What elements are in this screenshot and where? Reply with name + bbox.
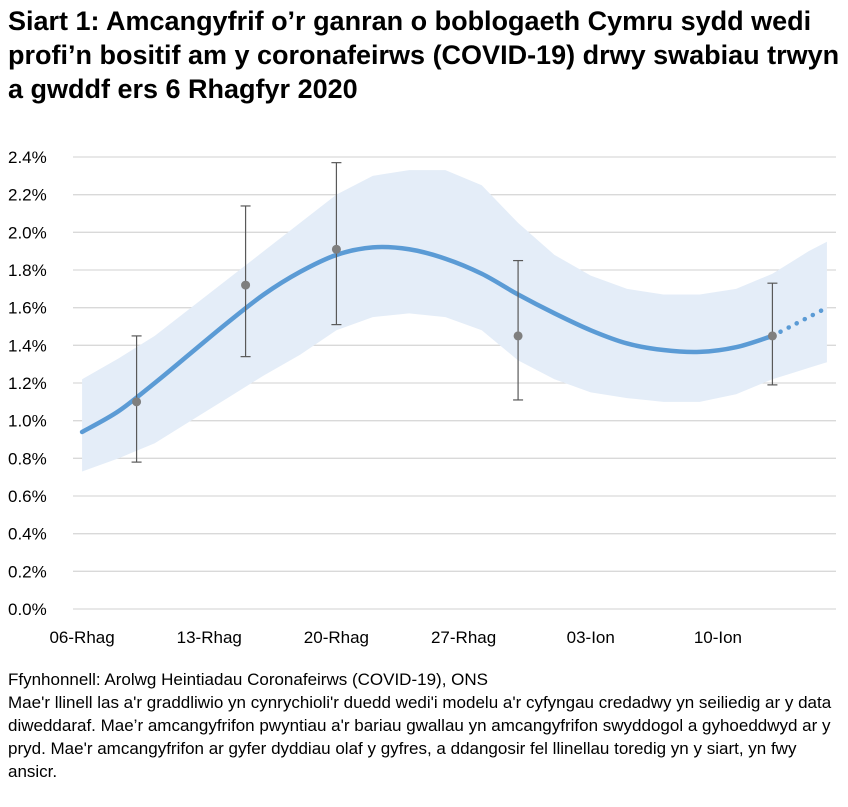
y-tick-label: 1.6%	[8, 299, 47, 318]
y-tick-label: 0.6%	[8, 487, 47, 506]
estimate-point	[513, 331, 523, 341]
chart-title: Siart 1: Amcangyfrif o’r ganran o boblog…	[8, 6, 840, 104]
y-tick-label: 1.8%	[8, 261, 47, 280]
estimate-point	[241, 280, 251, 290]
x-tick-label: 10-Ion	[694, 628, 742, 647]
x-tick-label: 13-Rhag	[177, 628, 242, 647]
methodology-note: Mae'r llinell las a'r graddliwio yn cynr…	[8, 693, 832, 781]
y-tick-label: 0.8%	[8, 449, 47, 468]
y-tick-label: 1.4%	[8, 336, 47, 355]
modelled-trend-line-dashed	[770, 305, 830, 339]
chart-svg: 0.0% 0.2% 0.4% 0.6% 0.8% 1.0% 1.2% 1.4% 1.6% 1.8%…	[8, 148, 836, 647]
y-tick-label: 2.2%	[8, 186, 47, 205]
y-tick-label: 2.4%	[8, 148, 47, 167]
credible-interval-band	[82, 170, 827, 472]
modelled-trend-line	[79, 244, 775, 435]
y-tick-label: 1.0%	[8, 412, 47, 431]
x-tick-label: 06-Rhag	[49, 628, 114, 647]
x-tick-label: 27-Rhag	[431, 628, 496, 647]
estimate-point	[767, 331, 777, 341]
y-tick-label: 2.0%	[8, 223, 47, 242]
estimate-point	[132, 397, 142, 407]
x-tick-label: 03-Ion	[567, 628, 615, 647]
x-tick-label: 20-Rhag	[304, 628, 369, 647]
y-tick-label: 0.0%	[8, 600, 47, 619]
source-note: Ffynhonnell: Arolwg Heintiadau Coronafei…	[8, 670, 488, 689]
y-tick-label: 1.2%	[8, 374, 47, 393]
estimate-point	[331, 244, 341, 254]
y-tick-label: 0.4%	[8, 525, 47, 544]
y-tick-label: 0.2%	[8, 562, 47, 581]
